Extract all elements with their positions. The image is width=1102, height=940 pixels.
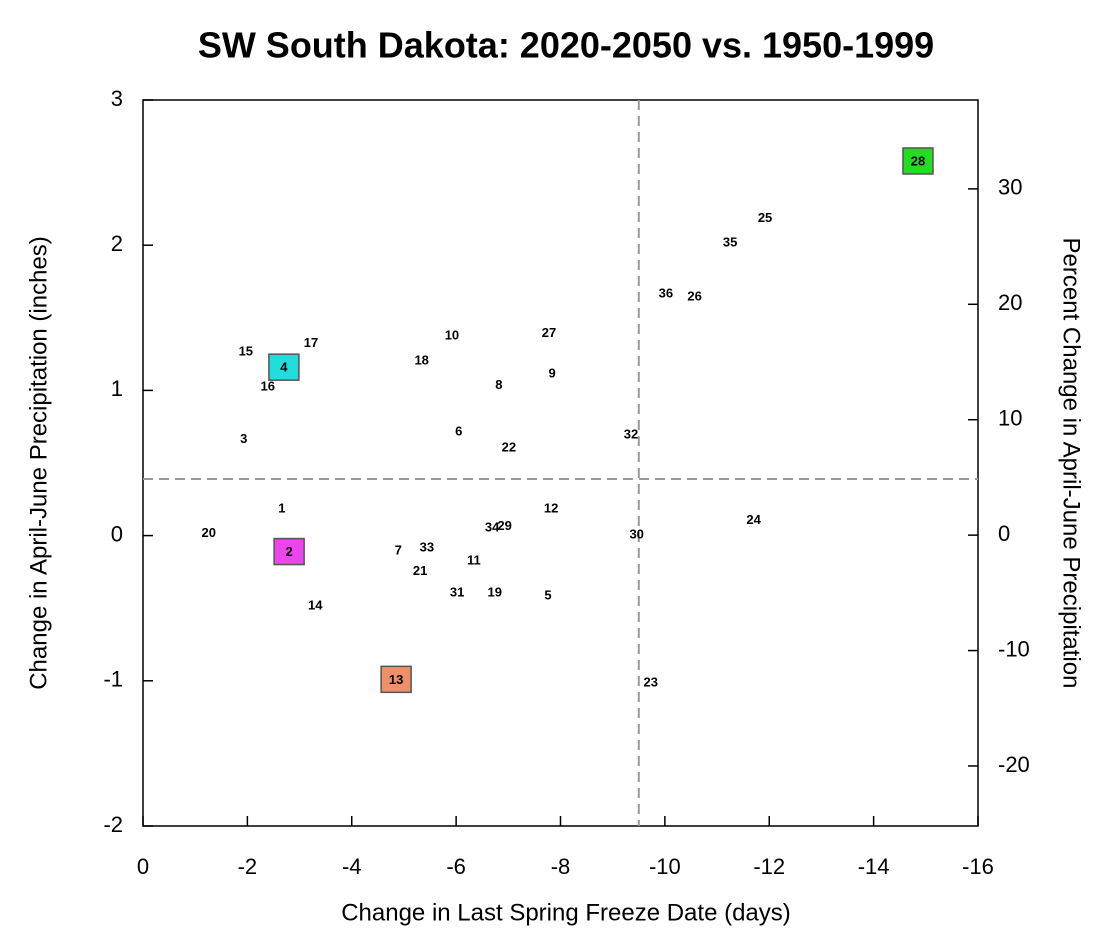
y2-tick-label: 10 [998, 406, 1022, 431]
x-tick-label: -4 [342, 854, 362, 879]
point-label: 8 [495, 377, 502, 392]
y-tick-label: 2 [111, 231, 123, 256]
point-label: 14 [308, 598, 323, 613]
point-label: 17 [304, 335, 318, 350]
point-label: 2 [286, 544, 293, 559]
point-label: 9 [549, 365, 556, 380]
point-label: 32 [624, 426, 638, 441]
y-tick-label: -2 [103, 812, 123, 837]
point-label: 25 [758, 210, 772, 225]
point-label: 3 [240, 431, 247, 446]
point-label: 28 [911, 153, 925, 168]
point-label: 33 [420, 540, 434, 555]
point-label: 13 [389, 672, 403, 687]
point-label: 18 [414, 352, 428, 367]
point-label: 1 [278, 500, 285, 515]
point-label: 34 [485, 519, 500, 534]
y2-tick-label: 0 [998, 521, 1010, 546]
point-label: 22 [502, 439, 516, 454]
point-label: 31 [450, 585, 464, 600]
y2-tick-label: 20 [998, 290, 1022, 315]
point-label: 11 [467, 553, 481, 568]
point-label: 10 [445, 328, 459, 343]
y-tick-label: 3 [111, 86, 123, 111]
x-tick-label: -6 [446, 854, 466, 879]
x-tick-label: -14 [858, 854, 890, 879]
point-label: 6 [455, 423, 462, 438]
highlight-box [380, 665, 412, 694]
y-tick-label: 1 [111, 376, 123, 401]
x-tick-label: -16 [962, 854, 994, 879]
x-axis-label: Change in Last Spring Freeze Date (days) [341, 899, 791, 926]
y-tick-label: 0 [111, 521, 123, 546]
y2-tick-label: 30 [998, 175, 1022, 200]
highlight-box [273, 537, 305, 566]
point-label: 21 [413, 563, 427, 578]
point-label: 23 [644, 675, 658, 690]
x-tick-label: -8 [551, 854, 571, 879]
y2-tick-label: -10 [998, 636, 1030, 661]
point-label: 26 [687, 288, 701, 303]
point-label: 30 [629, 527, 643, 542]
plot-frame [142, 99, 979, 827]
y2-tick-label: -20 [998, 752, 1030, 777]
point-label: 19 [488, 585, 502, 600]
point-label: 5 [544, 588, 551, 603]
point-label: 24 [746, 512, 761, 527]
y2-axis-label: Percent Change in April-June Precipitati… [1058, 238, 1085, 689]
point-label: 12 [544, 500, 558, 515]
x-tick-label: -2 [238, 854, 258, 879]
point-label: 29 [497, 518, 511, 533]
point-label: 35 [723, 235, 737, 250]
point-label: 4 [280, 360, 288, 375]
highlight-box [902, 147, 934, 175]
point-label: 16 [260, 378, 274, 393]
chart-title: SW South Dakota: 2020-2050 vs. 1950-1999 [198, 25, 934, 66]
y-axis-label: Change in April-June Precipitation (inch… [25, 236, 52, 690]
point-label: 36 [659, 286, 673, 301]
x-tick-label: -10 [649, 854, 681, 879]
x-tick-label: -12 [753, 854, 785, 879]
x-tick-label: 0 [137, 854, 149, 879]
point-label: 15 [239, 344, 253, 359]
point-label: 7 [395, 543, 402, 558]
highlight-box [268, 353, 300, 381]
point-label: 20 [202, 525, 216, 540]
y-tick-label: -1 [103, 667, 123, 692]
point-label: 27 [542, 325, 556, 340]
